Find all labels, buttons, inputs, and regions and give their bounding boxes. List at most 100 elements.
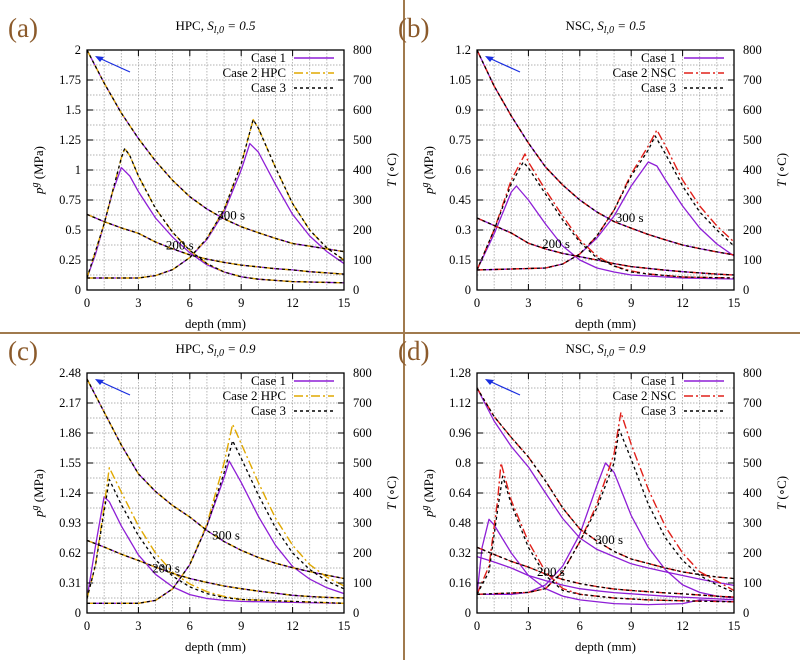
y2-tick-label: 300: [743, 193, 762, 207]
series-case1-T-200s: [87, 539, 344, 599]
title-material: NSC,: [565, 18, 597, 33]
y2-tick-label: 200: [743, 223, 762, 237]
x-tick-label: 3: [525, 619, 531, 633]
curves: [87, 378, 344, 604]
title-symbol: S: [207, 341, 214, 356]
series-case3-pg-200s: [87, 478, 344, 604]
title-symbol: S: [597, 18, 604, 33]
y-tick-label: 1.86: [59, 426, 81, 440]
x-tick-label: 0: [84, 296, 90, 310]
y2-tick-label: 100: [743, 253, 762, 267]
y-tick-label: 0.75: [59, 193, 81, 207]
title-symbol: S: [597, 341, 604, 356]
y-tick-label: 0.75: [449, 133, 471, 147]
x-tick-label: 12: [676, 619, 689, 633]
y-label-symbol: p: [421, 187, 436, 195]
y-tick-label: 0.64: [449, 486, 472, 500]
panel-label: (c): [8, 336, 38, 366]
plot-frame: [476, 372, 735, 614]
x-axis-label: depth (mm): [575, 316, 636, 331]
series-case3-pg-200s: [477, 475, 734, 603]
panel-title: HPC, Sl,0 = 0.5: [175, 18, 256, 36]
y2-tick-label: 300: [353, 193, 372, 207]
y-tick-label: 0.93: [59, 516, 81, 530]
y-tick-label: 2: [75, 43, 81, 57]
legend-label: Case 3: [251, 403, 286, 418]
series-case2-pg-300s: [477, 411, 734, 595]
y-label-superscript: g: [420, 505, 431, 510]
x-tick-label: 0: [474, 619, 480, 633]
x-tick-label: 12: [676, 296, 689, 310]
y-tick-label: 0.8: [455, 456, 471, 470]
annotation-label: 300 s: [616, 210, 644, 225]
x-tick-label: 6: [577, 296, 583, 310]
y2-label-unit: (∘C): [384, 153, 399, 180]
y-label-superscript: g: [30, 505, 41, 510]
y2-tick-label: 800: [353, 366, 372, 380]
series-case3-T-300s: [87, 378, 344, 580]
x-tick-label: 3: [525, 296, 531, 310]
x-tick-label: 15: [728, 296, 741, 310]
y-tick-label: 1: [75, 163, 81, 177]
legend-label: Case 2 NSC: [612, 388, 676, 403]
y-tick-label: 0.5: [65, 223, 81, 237]
x-tick-label: 0: [474, 296, 480, 310]
title-subscript: l,0: [604, 25, 614, 36]
y-label-unit: (MPa): [31, 146, 46, 182]
arrow-annotation: [488, 380, 521, 396]
y-tick-label: 0.9: [455, 103, 471, 117]
y2-tick-label: 700: [353, 396, 372, 410]
series-case2-pg-200s: [477, 153, 734, 279]
x-tick-label: 15: [338, 619, 351, 633]
y2-tick-label: 200: [743, 546, 762, 560]
title-subscript: l,0: [604, 348, 614, 359]
x-tick-label: 9: [238, 296, 244, 310]
y2-tick-label: 600: [743, 426, 762, 440]
panel-a: (a) HPC, Sl,0 = 0.50 3 6 9 12 1500.250.50.7511…: [8, 13, 399, 331]
y-axis-label: pg (MPa): [30, 469, 46, 518]
y-tick-label: 1.75: [59, 73, 81, 87]
y-tick-label: 0.48: [449, 516, 471, 530]
y2-tick-label: 300: [743, 516, 762, 530]
panel-label: (b): [398, 13, 429, 43]
y2-tick-label: 400: [353, 486, 372, 500]
y2-tick-label: 400: [743, 163, 762, 177]
title-value: = 0.9: [224, 341, 256, 356]
y2-tick-label: 500: [743, 133, 762, 147]
series-case3-pg-300s: [87, 118, 344, 279]
curves: [477, 50, 734, 280]
series-case1-T-300s: [477, 387, 734, 587]
y-label-symbol: p: [31, 510, 46, 518]
y-label-unit: (MPa): [31, 469, 46, 505]
x-tick-label: 9: [628, 296, 634, 310]
y2-tick-label: 600: [353, 103, 372, 117]
y2-label-symbol: T: [774, 502, 789, 510]
series-case3-pg-300s: [87, 440, 344, 604]
annotation-label: 200 s: [542, 236, 570, 251]
plot-frame: [476, 49, 735, 291]
arrow-annotation: [98, 380, 131, 396]
y2-axis-label: T (∘C): [384, 476, 399, 510]
legend-label: Case 3: [251, 80, 286, 95]
x-tick-label: 3: [135, 296, 141, 310]
y2-tick-label: 800: [743, 366, 762, 380]
y-label-unit: (MPa): [421, 146, 436, 182]
arrow-head-icon: [485, 379, 494, 385]
y2-tick-label: 0: [743, 283, 749, 297]
arrow-head-icon: [485, 56, 494, 62]
y-tick-label: 0: [465, 606, 471, 620]
y2-tick-label: 800: [353, 43, 372, 57]
annotation-label: 200 s: [166, 238, 194, 253]
annotation-label: 200 s: [537, 564, 565, 579]
title-value: = 0.9: [614, 341, 646, 356]
y-tick-label: 1.5: [65, 103, 81, 117]
series-case3-T-200s: [477, 217, 734, 276]
annotation-label: 300 s: [217, 208, 245, 223]
title-value: = 0.5: [224, 18, 256, 33]
y-tick-label: 0.32: [449, 546, 471, 560]
panel-b: (b) NSC, Sl,0 = 0.50 3 6 9 12 1500.150.30.450.…: [398, 13, 789, 331]
y2-tick-label: 800: [743, 43, 762, 57]
annotation-label: 300 s: [595, 532, 623, 547]
y2-tick-label: 0: [743, 606, 749, 620]
